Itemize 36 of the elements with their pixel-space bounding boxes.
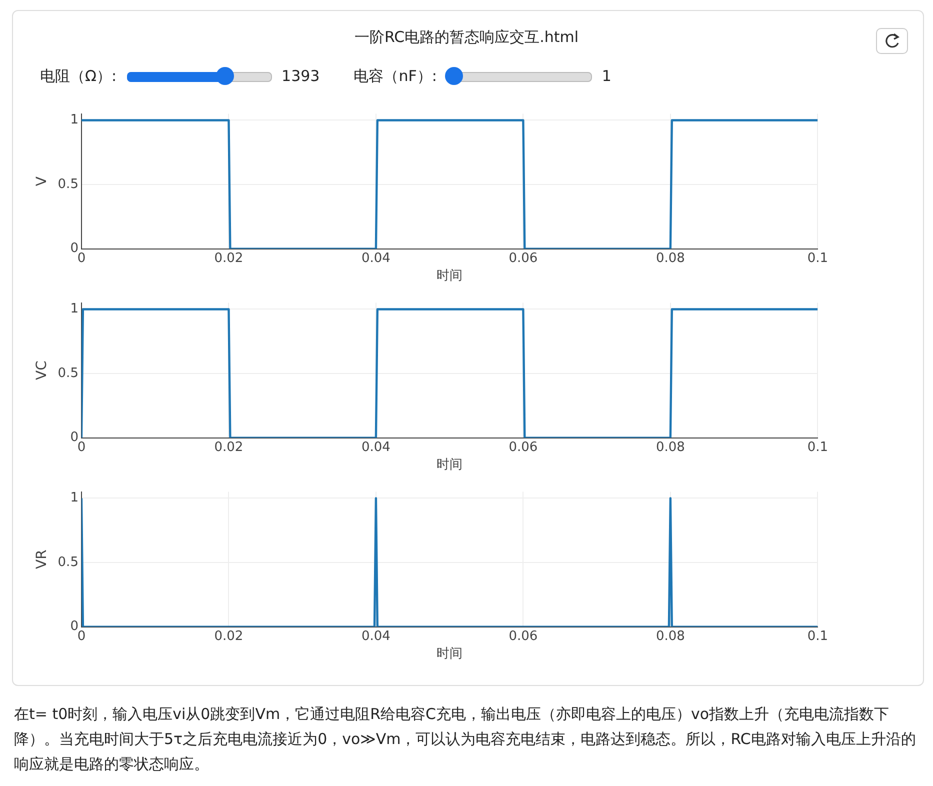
text: 1: [602, 67, 612, 85]
y-tick-label: 1: [70, 302, 78, 317]
y-axis-title: V: [34, 176, 50, 186]
x-axis-title: 时间: [436, 458, 463, 473]
x-tick-label: 0.02: [214, 440, 244, 455]
text: 在t= t0时刻，输入电压vi从0跳变到Vm，它通过电阻R给电容C充电，输出电压（亦即电容上的电压）vo指数上升（充电电流指数下降）。当充电时间大于5τ之后充电电流接近为0，vo≫Vm，可以认为电容充电结束，电路达到稳态。所以，RC电路对输入电压上升沿的响应就是电路的零状态响应。: [14, 704, 917, 775]
x-tick-label: 0.1: [807, 628, 828, 644]
x-tick-label: 0.04: [361, 440, 390, 455]
text: 电容（nF）:: [354, 66, 437, 86]
x-tick-label: 0.02: [214, 628, 244, 644]
x-tick-label: 0.04: [361, 628, 390, 644]
y-tick-label: 0.5: [58, 366, 78, 381]
x-tick-label: 0.08: [656, 250, 685, 266]
x-tick-label: 0.08: [656, 628, 685, 644]
x-tick-label: 0.1: [807, 440, 828, 455]
x-tick-label: 0.06: [508, 628, 538, 644]
y-tick-label: 0.5: [58, 554, 78, 570]
x-tick-label: 0.06: [508, 250, 538, 266]
x-tick-label: 0.02: [214, 250, 244, 266]
text: 1393: [282, 67, 320, 85]
chart-title: 一阶RC电路的暂态响应交互.html: [353, 28, 580, 47]
x-tick-label: 0.04: [361, 250, 390, 266]
text: 电阻（Ω）:: [40, 66, 117, 86]
x-tick-label: 0.06: [508, 440, 538, 455]
x-axis-title: 时间: [436, 646, 463, 662]
x-axis-title: 时间: [436, 268, 463, 284]
y-axis-title: VR: [34, 549, 50, 569]
y-tick-label: 0: [70, 430, 78, 446]
y-tick-label: 0: [70, 619, 78, 634]
y-tick-label: 0: [70, 241, 78, 256]
y-tick-label: 1: [70, 490, 78, 506]
y-tick-label: 0.5: [58, 176, 78, 192]
y-tick-label: 1: [70, 112, 78, 128]
y-axis-title: VC: [34, 360, 50, 380]
x-tick-label: 0.1: [807, 250, 828, 266]
x-tick-label: 0.08: [656, 440, 685, 455]
